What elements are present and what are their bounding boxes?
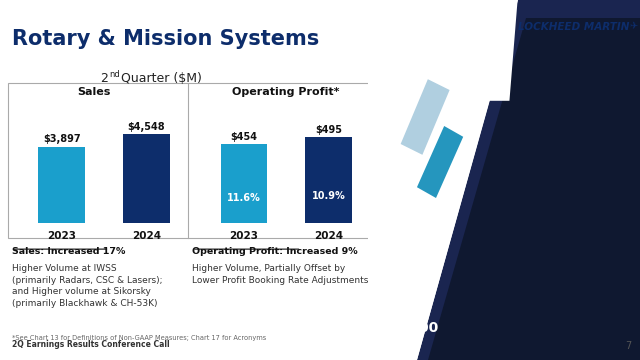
Text: Rotary & Mission Systems: Rotary & Mission Systems [12,29,319,49]
Polygon shape [401,79,450,155]
Text: 10.9%: 10.9% [312,190,346,201]
Text: Quarter ($M): Quarter ($M) [117,72,202,85]
Text: nd: nd [109,70,120,79]
Text: $3,897: $3,897 [43,134,81,144]
Polygon shape [417,0,640,360]
Text: *See Chart 13 for Definitions of Non-GAAP Measures; Chart 17 for Acronyms: *See Chart 13 for Definitions of Non-GAA… [12,335,266,341]
Bar [305,137,352,223]
FancyBboxPatch shape [8,83,372,238]
Polygon shape [428,18,640,360]
Text: Higher Volume, Partially Offset by
Lower Profit Booking Rate Adjustments: Higher Volume, Partially Offset by Lower… [192,264,369,285]
Text: Higher Volume at IWSS
(primarily Radars, CSC & Lasers);
and Higher volume at Sik: Higher Volume at IWSS (primarily Radars,… [12,264,162,308]
Text: Operating Profit*: Operating Profit* [232,87,340,98]
Text: ✈: ✈ [629,22,637,32]
Text: Sales: Increased 17%: Sales: Increased 17% [12,247,125,256]
Text: 2023: 2023 [47,231,76,241]
Text: 2024: 2024 [314,230,344,240]
Text: AIR6500: AIR6500 [374,321,438,335]
Text: LOCKHEED MARTIN: LOCKHEED MARTIN [518,22,629,32]
Text: $454: $454 [230,132,257,142]
Text: $495: $495 [316,125,342,135]
Polygon shape [368,0,518,101]
Text: 2024: 2024 [132,231,161,241]
Text: Sales: Sales [77,87,111,98]
Text: 2: 2 [100,72,108,85]
Text: Operating Profit: Increased 9%: Operating Profit: Increased 9% [192,247,358,256]
Bar [38,147,85,223]
Text: 2023: 2023 [230,230,259,240]
Text: 2Q Earnings Results Conference Call: 2Q Earnings Results Conference Call [12,340,169,349]
Text: 11.6%: 11.6% [227,193,261,203]
Polygon shape [368,0,518,360]
Text: 7: 7 [625,341,632,351]
Bar [221,144,268,223]
Polygon shape [417,126,463,198]
Text: $4,548: $4,548 [127,122,165,131]
Bar [123,134,170,223]
